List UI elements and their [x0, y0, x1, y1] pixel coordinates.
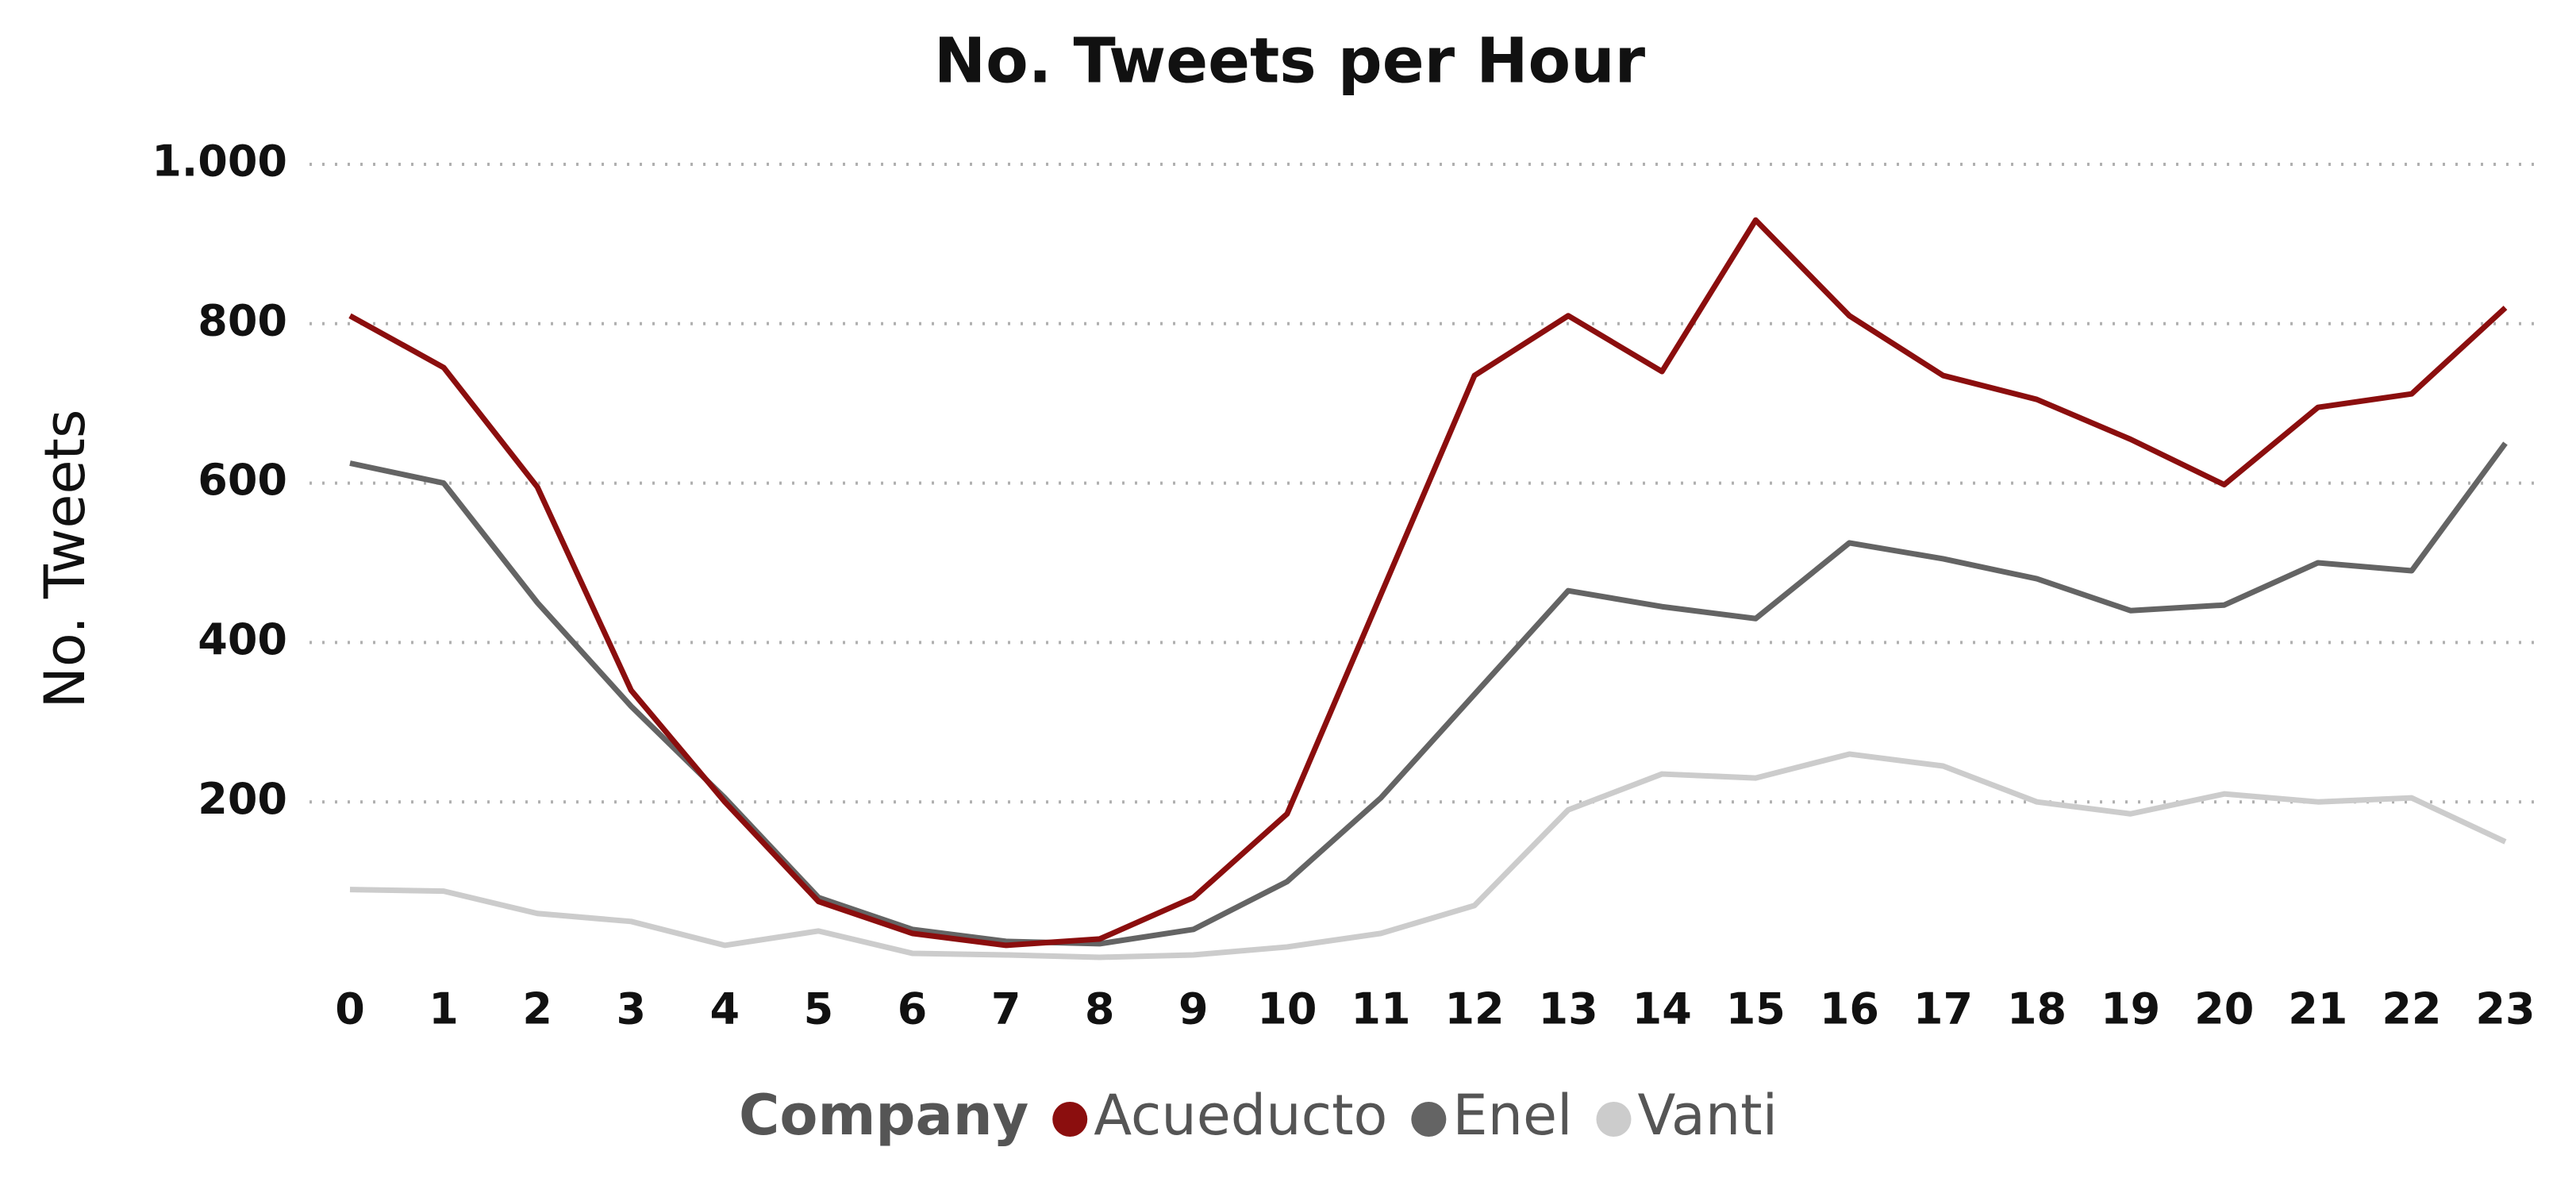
x-tick-label: 7: [991, 984, 1021, 1034]
x-tick-label: 23: [2475, 984, 2535, 1034]
series-line: [349, 441, 2508, 947]
chart-title: No. Tweets per Hour: [934, 25, 1646, 97]
x-tick-label: 19: [2101, 984, 2160, 1034]
x-tick-label: 12: [1444, 984, 1504, 1034]
x-tick-label: 22: [2382, 984, 2441, 1034]
x-tick-label: 11: [1351, 984, 1410, 1034]
x-tick-label: 20: [2194, 984, 2254, 1034]
x-tick-label: 18: [2007, 984, 2067, 1034]
legend-label: Enel: [1452, 1083, 1572, 1148]
x-tick-label: 10: [1257, 984, 1317, 1034]
legend-title: Company: [739, 1083, 1028, 1148]
x-tick-label: 15: [1726, 984, 1786, 1034]
y-tick-label: 800: [198, 295, 287, 345]
y-tick-label: 600: [198, 455, 287, 505]
x-tick-label: 3: [616, 984, 646, 1034]
y-tick-label: 1.000: [152, 137, 287, 187]
x-tick-label: 21: [2288, 984, 2347, 1034]
x-tick-label: 13: [1539, 984, 1598, 1034]
series-line: [348, 217, 2508, 949]
x-tick-label: 16: [1820, 984, 1879, 1034]
x-tick-label: 1: [429, 984, 459, 1034]
legend-marker: [1052, 1102, 1088, 1137]
legend-marker: [1411, 1102, 1447, 1137]
y-tick-label: 400: [198, 614, 287, 664]
x-tick-label: 14: [1632, 984, 1692, 1034]
x-tick-label: 5: [804, 984, 834, 1034]
series-line: [349, 751, 2507, 960]
x-tick-label: 8: [1085, 984, 1115, 1034]
x-tick-label: 0: [335, 984, 365, 1034]
legend-label: Vanti: [1637, 1083, 1778, 1148]
y-axis-title: No. Tweets: [33, 410, 98, 709]
x-tick-label: 6: [898, 984, 928, 1034]
y-tick-label: 200: [198, 774, 287, 824]
x-tick-label: 4: [710, 984, 740, 1034]
x-tick-label: 2: [522, 984, 552, 1034]
legend-marker: [1596, 1102, 1632, 1137]
legend-label: Acueducto: [1094, 1083, 1387, 1148]
x-tick-label: 9: [1178, 984, 1209, 1034]
x-tick-label: 17: [1913, 984, 1973, 1034]
